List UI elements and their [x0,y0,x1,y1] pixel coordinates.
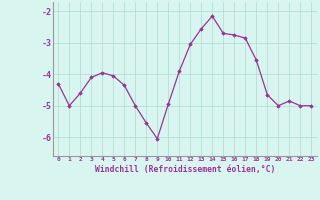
X-axis label: Windchill (Refroidissement éolien,°C): Windchill (Refroidissement éolien,°C) [95,165,275,174]
